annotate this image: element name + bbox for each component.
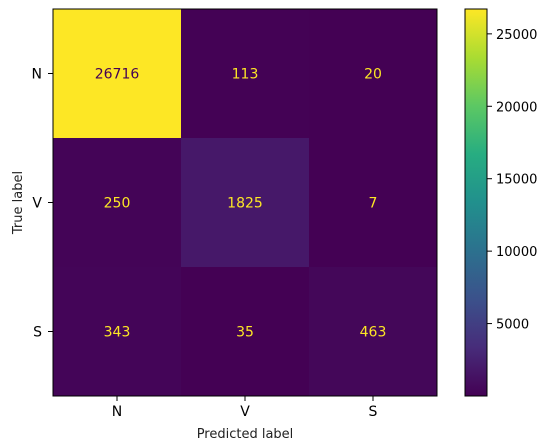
cell-value-label: 20 [364,67,382,83]
heatmap-cell [53,9,182,139]
cell-value-label: 26716 [95,67,140,83]
cell-value-label: 35 [236,325,254,341]
x-tick-label: N [112,404,122,420]
colorbar-tick-label: 25000 [496,28,537,43]
x-tick-label: S [369,404,378,420]
cell-value-label: 113 [232,67,259,83]
x-tick-label: V [240,404,250,420]
colorbar-tick-label: 20000 [496,100,537,115]
colorbar-ticks: 5000 10000 15000 20000 25000 [487,28,537,333]
colorbar-tick-label: 10000 [496,245,537,260]
x-axis-title: Predicted label [197,427,294,442]
heatmap-cell [181,9,310,139]
cell-value-label: 1825 [227,196,263,212]
heatmap-cells: 26716 113 20 250 1825 7 343 35 463 [53,9,438,397]
colorbar-tick-label: 15000 [496,173,537,188]
cell-value-label: 250 [104,196,131,212]
cell-value-label: 7 [369,196,378,212]
heatmap-cell [181,267,310,397]
heatmap-cell [53,138,182,268]
heatmap-cell [309,9,438,139]
y-axis-ticks: N V S [32,67,53,341]
cell-value-label: 343 [104,325,131,341]
y-tick-label: N [32,67,42,83]
colorbar [464,8,488,397]
heatmap-cell [53,267,182,397]
heatmap-cell [309,267,438,397]
cell-value-label: 463 [360,325,387,341]
y-tick-label: V [32,196,42,212]
heatmap-cell [309,138,438,268]
colorbar-tick-label: 5000 [496,318,529,333]
heatmap-cell [181,138,310,268]
y-tick-label: S [33,325,42,341]
y-axis-title: True label [11,171,26,235]
